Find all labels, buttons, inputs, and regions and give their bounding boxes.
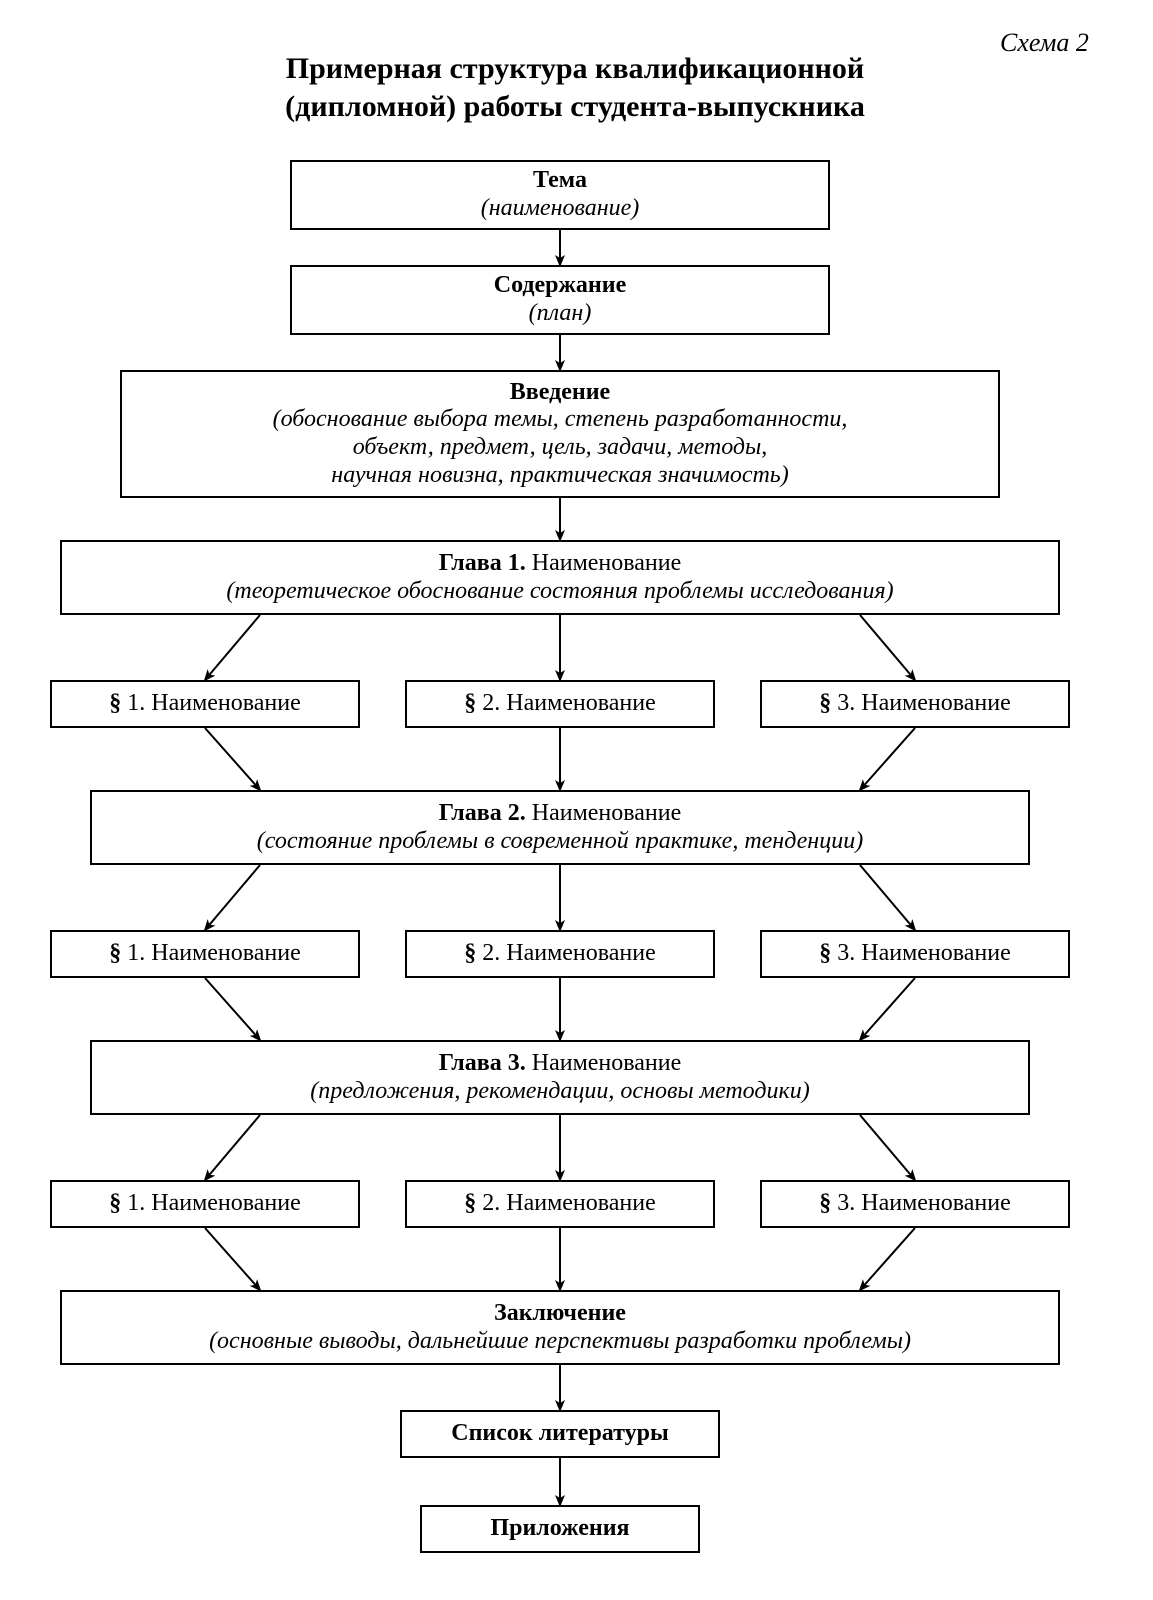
title-line-1: Примерная структура квалификационной	[286, 52, 864, 85]
node-c3s2-bold: §	[464, 1190, 476, 1216]
node-c2s3-bold: §	[819, 940, 831, 966]
diagram-title: Примерная структура квалификационной (ди…	[180, 50, 970, 125]
node-topic-bold: Тема	[533, 167, 587, 193]
node-biblio-bold: Список литературы	[451, 1420, 669, 1446]
title-line-2: (дипломной) работы студента-выпускника	[285, 90, 865, 123]
node-intro-sub3: научная новизна, практическая значимость…	[331, 462, 788, 490]
edge-ch3-to-c3s3	[860, 1115, 915, 1180]
edge-c1s3-to-ch2	[860, 728, 915, 790]
node-conclusion: Заключение(основные выводы, дальнейшие п…	[60, 1290, 1060, 1365]
node-c2s3: § 3. Наименование	[760, 930, 1070, 978]
node-c3s1-text: 1. Наименование	[121, 1190, 301, 1216]
node-intro-sub1: (обоснование выбора темы, степень разраб…	[273, 406, 848, 434]
node-ch3-text: Наименование	[526, 1050, 682, 1076]
node-contents-sub1: (план)	[529, 300, 592, 328]
corner-label: Схема 2	[1000, 28, 1089, 58]
node-c2s3-text: 3. Наименование	[831, 940, 1011, 966]
node-c1s1: § 1. Наименование	[50, 680, 360, 728]
node-conclusion-sub1: (основные выводы, дальнейшие перспективы…	[209, 1328, 911, 1356]
node-appendix: Приложения	[420, 1505, 700, 1553]
edge-c1s1-to-ch2	[205, 728, 260, 790]
edge-ch1-to-c1s3	[860, 615, 915, 680]
node-c2s1-bold: §	[109, 940, 121, 966]
edge-ch3-to-c3s1	[205, 1115, 260, 1180]
edge-c3s3-to-conclusion	[860, 1228, 915, 1290]
node-c3s3: § 3. Наименование	[760, 1180, 1070, 1228]
node-ch2-text: Наименование	[526, 800, 682, 826]
node-c2s2: § 2. Наименование	[405, 930, 715, 978]
node-c1s2: § 2. Наименование	[405, 680, 715, 728]
node-contents-bold: Содержание	[494, 272, 627, 298]
node-contents: Содержание(план)	[290, 265, 830, 335]
node-c1s1-bold: §	[109, 690, 121, 716]
edge-c3s1-to-conclusion	[205, 1228, 260, 1290]
node-topic-sub1: (наименование)	[481, 195, 640, 223]
node-ch3: Глава 3. Наименование(предложения, реком…	[90, 1040, 1030, 1115]
node-c3s3-text: 3. Наименование	[831, 1190, 1011, 1216]
node-c3s2-text: 2. Наименование	[476, 1190, 656, 1216]
node-c1s3-text: 3. Наименование	[831, 690, 1011, 716]
node-ch3-bold: Глава 3.	[439, 1050, 526, 1076]
node-ch2: Глава 2. Наименование(состояние проблемы…	[90, 790, 1030, 865]
node-ch2-bold: Глава 2.	[439, 800, 526, 826]
node-intro: Введение(обоснование выбора темы, степен…	[120, 370, 1000, 498]
node-c3s2: § 2. Наименование	[405, 1180, 715, 1228]
node-c1s2-text: 2. Наименование	[476, 690, 656, 716]
diagram-canvas: Схема 2 Примерная структура квалификацио…	[0, 0, 1153, 1600]
node-c1s1-text: 1. Наименование	[121, 690, 301, 716]
edge-c2s1-to-ch3	[205, 978, 260, 1040]
node-c1s2-bold: §	[464, 690, 476, 716]
edge-ch2-to-c2s1	[205, 865, 260, 930]
node-ch2-sub1: (состояние проблемы в современной практи…	[257, 828, 863, 856]
edge-ch2-to-c2s3	[860, 865, 915, 930]
node-c1s3-bold: §	[819, 690, 831, 716]
node-intro-bold: Введение	[510, 379, 610, 405]
edge-ch1-to-c1s1	[205, 615, 260, 680]
node-ch3-sub1: (предложения, рекомендации, основы метод…	[310, 1078, 809, 1106]
node-c2s2-bold: §	[464, 940, 476, 966]
node-appendix-bold: Приложения	[490, 1515, 629, 1541]
node-c2s1: § 1. Наименование	[50, 930, 360, 978]
node-c3s1: § 1. Наименование	[50, 1180, 360, 1228]
node-c3s1-bold: §	[109, 1190, 121, 1216]
node-intro-sub2: объект, предмет, цель, задачи, методы,	[353, 434, 768, 462]
node-ch1-sub1: (теоретическое обоснование состояния про…	[226, 578, 893, 606]
node-c2s1-text: 1. Наименование	[121, 940, 301, 966]
node-c3s3-bold: §	[819, 1190, 831, 1216]
node-ch1-bold: Глава 1.	[439, 550, 526, 576]
node-c1s3: § 3. Наименование	[760, 680, 1070, 728]
edge-c2s3-to-ch3	[860, 978, 915, 1040]
node-biblio: Список литературы	[400, 1410, 720, 1458]
node-ch1-text: Наименование	[526, 550, 682, 576]
node-topic: Тема(наименование)	[290, 160, 830, 230]
node-c2s2-text: 2. Наименование	[476, 940, 656, 966]
node-ch1: Глава 1. Наименование(теоретическое обос…	[60, 540, 1060, 615]
node-conclusion-bold: Заключение	[494, 1300, 626, 1326]
